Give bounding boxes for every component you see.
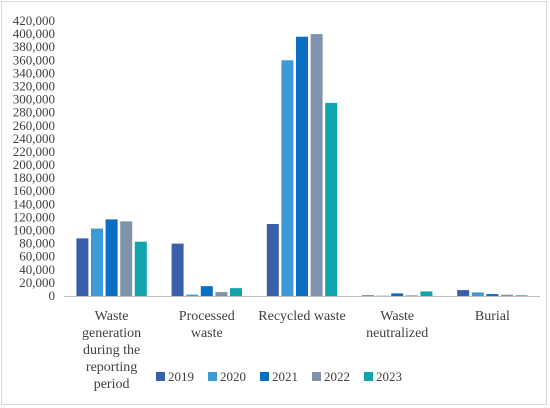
bar-2019-4 — [457, 290, 470, 296]
y-tick-label: 140,000 — [13, 196, 55, 211]
legend-swatch-2019 — [156, 372, 165, 381]
bar-2021-3 — [391, 293, 404, 296]
x-category-label: Processed — [179, 309, 235, 324]
legend-label-2023: 2023 — [376, 369, 402, 384]
y-tick-label: 200,000 — [13, 157, 55, 172]
y-tick-label: 380,000 — [13, 39, 55, 54]
x-category-label: during the — [83, 343, 140, 358]
legend-label-2021: 2021 — [272, 369, 298, 384]
bar-2023-3 — [420, 291, 433, 296]
x-category-label: Burial — [475, 309, 510, 324]
bar-2020-1 — [186, 294, 199, 296]
y-tick-label: 20,000 — [19, 275, 55, 290]
x-category-label: Waste — [380, 309, 414, 324]
y-tick-label: 40,000 — [19, 262, 55, 277]
bar-2021-1 — [200, 286, 213, 296]
bar-2022-1 — [215, 292, 228, 296]
bar-2019-0 — [76, 238, 89, 296]
bar-2019-2 — [266, 223, 279, 296]
legend-label-2020: 2020 — [220, 369, 246, 384]
legend-label-2019: 2019 — [168, 369, 194, 384]
bar-2021-4 — [486, 294, 499, 296]
legend-swatch-2020 — [208, 372, 217, 381]
y-tick-label: 420,000 — [13, 13, 55, 28]
x-category-label: Waste — [95, 309, 129, 324]
y-tick-label: 400,000 — [13, 26, 55, 41]
legend-label-2022: 2022 — [324, 369, 350, 384]
bar-2021-2 — [296, 36, 308, 296]
y-tick-label: 60,000 — [19, 249, 55, 264]
x-category-label: generation — [82, 326, 141, 341]
y-tick-label: 80,000 — [19, 236, 55, 251]
bar-2023-1 — [230, 288, 242, 296]
y-tick-label: 120,000 — [13, 209, 55, 224]
y-tick-label: 180,000 — [13, 170, 55, 185]
bar-2020-4 — [471, 292, 484, 296]
bar-2019-1 — [171, 243, 184, 296]
y-tick-label: 300,000 — [13, 92, 55, 107]
bar-2023-4 — [515, 295, 528, 296]
bar-2022-4 — [501, 294, 513, 296]
bar-2019-3 — [362, 295, 374, 296]
y-tick-label: 360,000 — [13, 52, 55, 67]
bar-2023-0 — [134, 241, 147, 296]
y-tick-label: 340,000 — [13, 65, 55, 80]
bar-2020-0 — [91, 228, 103, 296]
x-category-label: Recycled waste — [258, 309, 345, 324]
y-tick-label: 320,000 — [13, 78, 55, 93]
y-tick-label: 100,000 — [13, 223, 55, 238]
bar-2023-2 — [325, 102, 338, 296]
legend-swatch-2021 — [260, 372, 269, 381]
x-category-label: neutralized — [366, 326, 428, 341]
y-tick-label: 260,000 — [13, 118, 55, 133]
y-tick-label: 280,000 — [13, 105, 55, 120]
bar-2021-0 — [105, 219, 118, 296]
x-category-label: reporting — [86, 360, 137, 375]
bar-2022-0 — [120, 221, 133, 296]
y-tick-label: 160,000 — [13, 183, 55, 198]
legend-swatch-2023 — [364, 372, 373, 381]
y-tick-label: 240,000 — [13, 131, 55, 146]
legend-swatch-2022 — [312, 372, 321, 381]
bar-2020-2 — [281, 60, 294, 297]
x-category-label: waste — [191, 326, 223, 341]
y-tick-label: 220,000 — [13, 144, 55, 159]
bar-2022-2 — [310, 34, 323, 296]
bar-2022-3 — [405, 295, 418, 296]
x-category-label: period — [94, 377, 130, 392]
y-tick-label: 0 — [49, 288, 56, 303]
